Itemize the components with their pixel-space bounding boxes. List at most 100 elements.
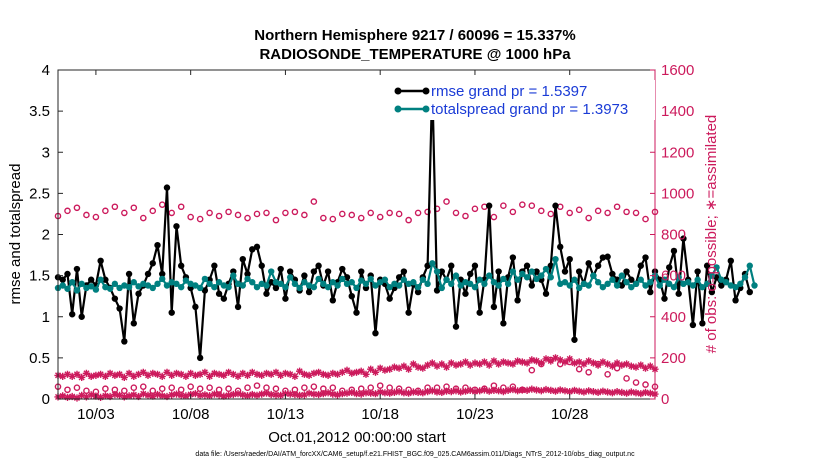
totalspread-point (661, 276, 668, 283)
obs-assimilated-point-low (547, 386, 555, 394)
obs-possible-point-low (310, 383, 318, 390)
rmse-point (509, 254, 517, 261)
obs-assimilated-point (362, 370, 370, 378)
obs-possible-point (291, 208, 299, 216)
obs-assimilated-point-low (168, 391, 176, 399)
totalspread-point (173, 280, 180, 288)
obs-assimilated-point-low (281, 390, 289, 398)
totalspread-point (457, 282, 464, 289)
rmse-point (305, 288, 313, 296)
obs-assimilated-point-low (134, 392, 143, 401)
totalspread-point (211, 283, 218, 291)
totalspread-point (571, 276, 578, 283)
totalspread-point (286, 274, 294, 281)
obs-assimilated-point-low (551, 387, 560, 395)
obs-assimilated-point (352, 368, 361, 376)
obs-assimilated-point-low (428, 387, 436, 395)
rmse-point (490, 303, 498, 311)
rmse-point (111, 295, 119, 302)
totalspread-point (358, 277, 365, 284)
rmse-point (746, 288, 753, 296)
rmse-point (324, 268, 332, 275)
rmse-point (310, 268, 318, 275)
obs-assimilated-point (139, 368, 147, 376)
rmse-point (59, 276, 66, 283)
obs-possible-point (196, 215, 204, 223)
rmse-point (424, 262, 431, 269)
totalspread-point (746, 262, 753, 269)
obs-possible-point (537, 207, 545, 215)
rmse-point (462, 290, 469, 297)
obs-assimilated-point (485, 361, 493, 369)
obs-assimilated-point-low (575, 387, 583, 395)
obs-possible-point (206, 209, 213, 217)
totalspread-point (713, 264, 720, 271)
obs-assimilated-point-low (390, 388, 398, 396)
obs-possible-point (139, 214, 147, 222)
obs-assimilated-point-low (163, 392, 171, 401)
rmse-spread-series-group (54, 80, 758, 362)
obs-assimilated-point (68, 372, 76, 380)
obs-assimilated-point (196, 370, 204, 378)
totalspread-point (751, 282, 758, 289)
obs-assimilated-point (367, 365, 375, 373)
totalspread-point (381, 276, 389, 283)
totalspread-point (78, 280, 85, 288)
rmse-point (282, 295, 289, 302)
obs-assimilated-point-low (405, 389, 413, 397)
obs-assimilated-point (333, 370, 342, 378)
totalspread-point (718, 276, 725, 283)
obs-assimilated-point-low (101, 392, 109, 400)
obs-assimilated-point-low (111, 390, 119, 399)
totalspread-point (452, 272, 460, 279)
totalspread-point (249, 279, 256, 286)
obs-possible-point (566, 209, 574, 217)
obs-possible-point-low (253, 382, 261, 389)
chart-title-line-1: Northern Hemisphere 9217 / 60096 = 15.33… (254, 27, 576, 44)
rmse-point (448, 262, 455, 269)
totalspread-point (618, 272, 626, 279)
rmse-point (561, 268, 569, 275)
totalspread-point (504, 280, 512, 288)
obs-assimilated-point (348, 369, 356, 377)
rmse-point (116, 305, 123, 312)
obs-assimilated-point (490, 357, 498, 365)
obs-possible-point-low (244, 384, 251, 391)
rmse-point (168, 309, 175, 316)
totalspread-point (125, 283, 133, 291)
obs-possible-point (111, 203, 119, 211)
obs-assimilated-point (182, 372, 190, 380)
y-right-tick-label: 1600 (661, 62, 694, 79)
obs-assimilated-point-low (352, 390, 361, 398)
legend-rmse-marker-end (422, 87, 430, 95)
rmse-point (699, 320, 706, 327)
obs-assimilated-point (319, 370, 327, 378)
obs-assimilated-point (324, 371, 332, 379)
totalspread-point (647, 279, 654, 286)
totalspread-point (438, 284, 445, 292)
totalspread-point (130, 279, 138, 286)
obs-possible-point-low (367, 384, 375, 391)
totalspread-point (694, 276, 701, 283)
obs-assimilated-point (97, 370, 105, 378)
obs-possible-point (130, 204, 138, 212)
obs-possible-point (301, 211, 308, 219)
obs-possible-point-low (585, 368, 592, 376)
totalspread-point (741, 274, 749, 281)
obs-assimilated-point-low (495, 387, 503, 395)
totalspread-point (177, 283, 185, 291)
rmse-point (680, 235, 687, 242)
obs-assimilated-point-low (243, 392, 252, 400)
obs-possible-point (414, 209, 422, 217)
obs-assimilated-point (532, 357, 541, 365)
obs-assimilated-point (495, 360, 503, 368)
rmse-point (64, 270, 71, 278)
obs-assimilated-point (272, 368, 280, 376)
totalspread-point (699, 283, 706, 291)
obs-assimilated-point-low (97, 393, 105, 401)
obs-assimilated-point-low (357, 390, 365, 398)
obs-assimilated-point-low (172, 390, 181, 398)
obs-possible-point (632, 209, 640, 217)
obs-assimilated-point (158, 372, 166, 380)
